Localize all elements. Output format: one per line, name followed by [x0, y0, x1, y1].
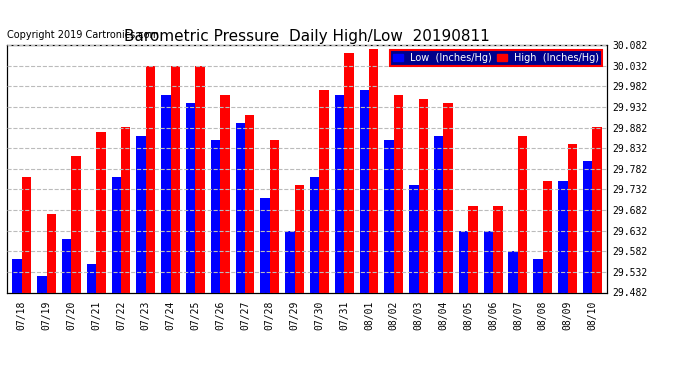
Bar: [592, 128, 602, 292]
Bar: [245, 115, 255, 292]
Title: Barometric Pressure  Daily High/Low  20190811: Barometric Pressure Daily High/Low 20190…: [124, 29, 490, 44]
Bar: [384, 140, 394, 292]
Bar: [22, 177, 31, 292]
Bar: [493, 206, 502, 292]
Bar: [459, 231, 469, 292]
Bar: [47, 214, 56, 292]
Bar: [121, 128, 130, 292]
Bar: [369, 49, 379, 292]
Bar: [87, 264, 96, 292]
Bar: [344, 53, 354, 292]
Bar: [170, 66, 180, 292]
Bar: [469, 206, 477, 292]
Bar: [444, 103, 453, 292]
Bar: [220, 94, 230, 292]
Bar: [558, 181, 567, 292]
Bar: [484, 231, 493, 292]
Bar: [12, 260, 22, 292]
Bar: [419, 99, 428, 292]
Bar: [310, 177, 319, 292]
Bar: [270, 140, 279, 292]
Text: Copyright 2019 Cartronics.com: Copyright 2019 Cartronics.com: [7, 30, 159, 40]
Bar: [186, 103, 195, 292]
Bar: [62, 239, 71, 292]
Legend: Low  (Inches/Hg), High  (Inches/Hg): Low (Inches/Hg), High (Inches/Hg): [390, 50, 602, 66]
Bar: [37, 276, 47, 292]
Bar: [394, 94, 403, 292]
Bar: [533, 260, 543, 292]
Bar: [567, 144, 577, 292]
Bar: [295, 185, 304, 292]
Bar: [137, 136, 146, 292]
Bar: [583, 160, 592, 292]
Bar: [96, 132, 106, 292]
Bar: [211, 140, 220, 292]
Bar: [335, 94, 344, 292]
Bar: [434, 136, 444, 292]
Bar: [319, 90, 329, 292]
Bar: [71, 156, 81, 292]
Bar: [518, 136, 527, 292]
Bar: [195, 66, 205, 292]
Bar: [235, 123, 245, 292]
Bar: [161, 94, 170, 292]
Bar: [409, 185, 419, 292]
Bar: [285, 231, 295, 292]
Bar: [146, 66, 155, 292]
Bar: [543, 181, 552, 292]
Bar: [359, 90, 369, 292]
Bar: [112, 177, 121, 292]
Bar: [509, 251, 518, 292]
Bar: [260, 198, 270, 292]
